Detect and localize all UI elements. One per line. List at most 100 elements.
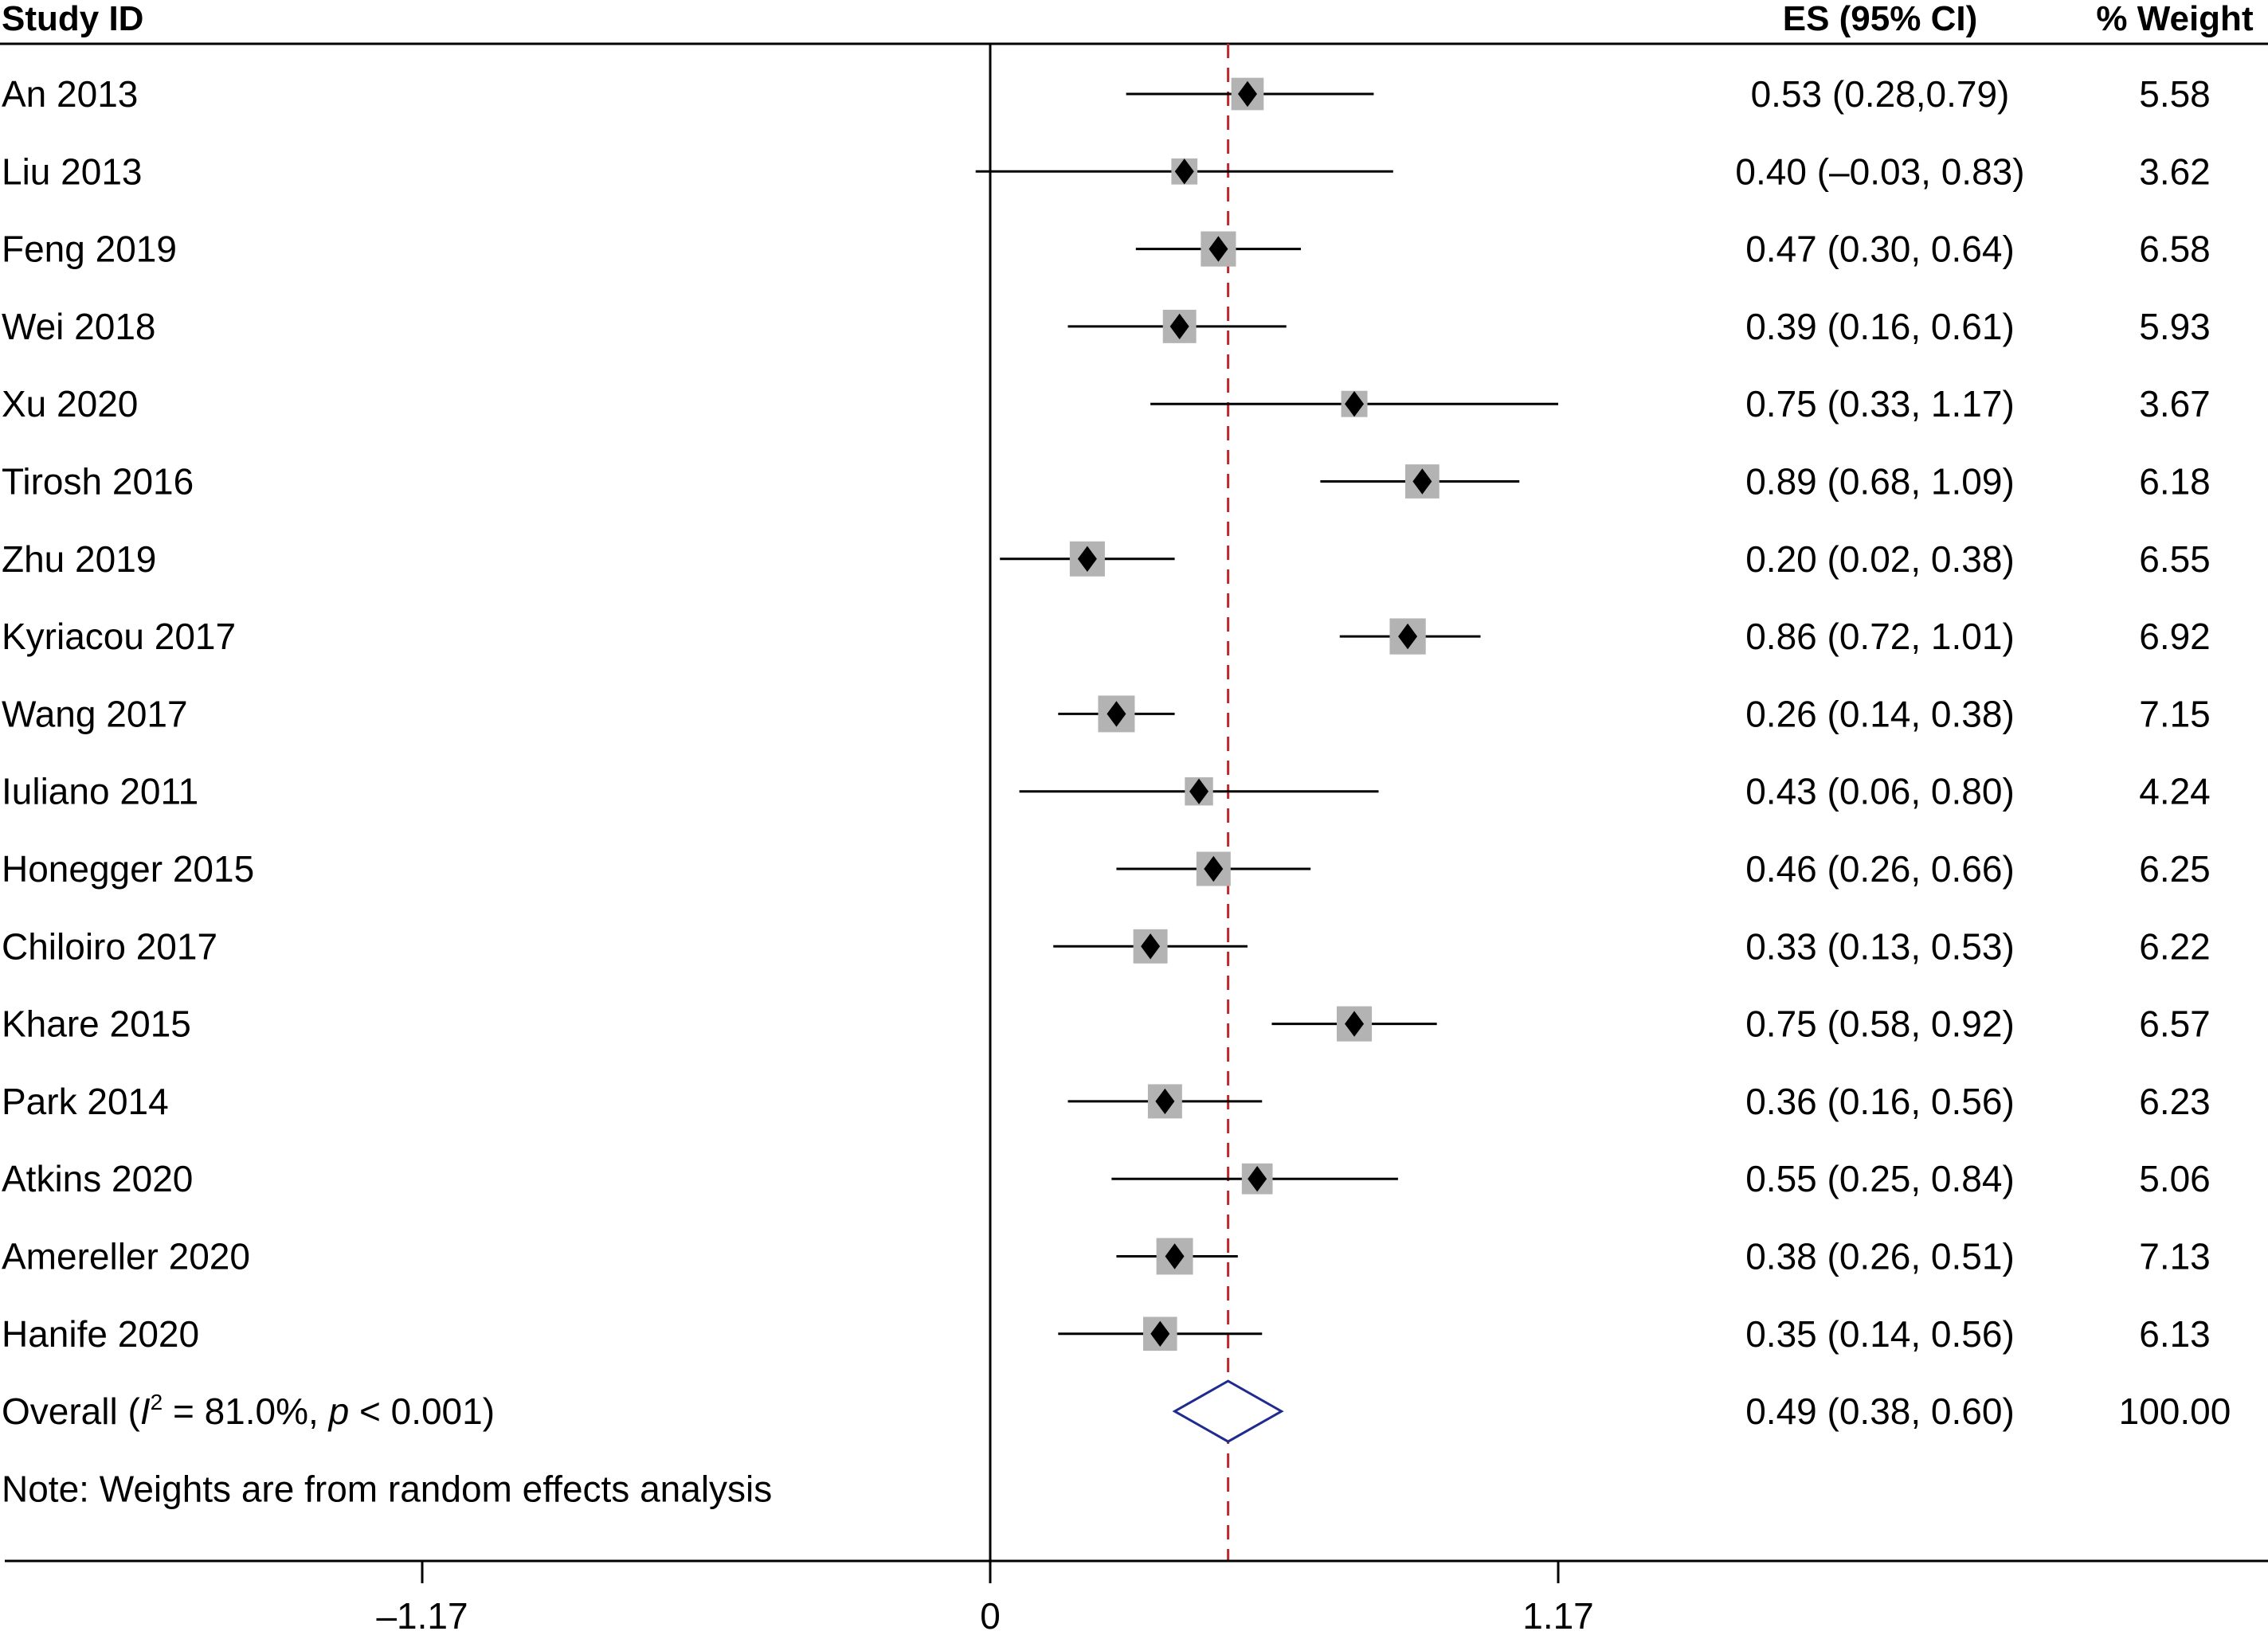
study-label: An 2013 bbox=[2, 73, 138, 115]
study-es-ci: 0.33 (0.13, 0.53) bbox=[1745, 925, 2015, 967]
study-es-ci: 0.46 (0.26, 0.66) bbox=[1745, 848, 2015, 890]
study-row bbox=[1339, 618, 1481, 655]
point-estimate bbox=[1237, 80, 1257, 108]
study-row bbox=[1116, 1238, 1238, 1275]
study-label: Atkins 2020 bbox=[2, 1158, 193, 1199]
study-weight: 7.15 bbox=[2139, 693, 2211, 734]
point-estimate bbox=[1398, 623, 1418, 650]
study-row bbox=[1135, 231, 1302, 267]
study-row bbox=[1053, 929, 1248, 964]
study-weight: 6.23 bbox=[2139, 1081, 2211, 1122]
point-estimate bbox=[1345, 1011, 1365, 1037]
study-weight: 6.57 bbox=[2139, 1003, 2211, 1045]
study-row bbox=[1271, 1006, 1437, 1042]
point-estimate bbox=[1189, 778, 1209, 804]
study-row bbox=[1116, 851, 1311, 886]
study-es-ci: 0.38 (0.26, 0.51) bbox=[1745, 1236, 2015, 1277]
point-estimate bbox=[1169, 313, 1189, 340]
study-row bbox=[1058, 695, 1175, 733]
study-label: Iuliano 2011 bbox=[2, 771, 198, 812]
study-label: Wei 2018 bbox=[2, 306, 156, 347]
study-es-ci: 0.55 (0.25, 0.84) bbox=[1745, 1158, 2015, 1199]
header-weight: % Weight bbox=[2096, 0, 2254, 38]
study-weight: 5.58 bbox=[2139, 73, 2211, 115]
study-label: Zhu 2019 bbox=[2, 538, 156, 580]
study-weight: 6.55 bbox=[2139, 538, 2211, 580]
study-es-ci: 0.20 (0.02, 0.38) bbox=[1745, 538, 2015, 580]
study-weight: 3.67 bbox=[2139, 383, 2211, 424]
study-row bbox=[1111, 1163, 1398, 1195]
study-es-ci: 0.26 (0.14, 0.38) bbox=[1745, 693, 2015, 734]
study-label: Kyriacou 2017 bbox=[2, 616, 236, 657]
study-label: Amereller 2020 bbox=[2, 1236, 250, 1277]
point-estimate bbox=[1248, 1166, 1267, 1192]
study-row bbox=[1067, 309, 1287, 343]
study-label: Khare 2015 bbox=[2, 1003, 191, 1045]
study-es-ci: 0.35 (0.14, 0.56) bbox=[1745, 1313, 2015, 1355]
study-row bbox=[1000, 541, 1175, 577]
point-estimate bbox=[1165, 1243, 1185, 1269]
point-estimate bbox=[1150, 1320, 1170, 1347]
study-weight: 6.58 bbox=[2139, 229, 2211, 270]
study-label: Park 2014 bbox=[2, 1081, 169, 1122]
point-estimate bbox=[1345, 391, 1365, 417]
study-weight: 6.25 bbox=[2139, 848, 2211, 890]
study-weight: 6.18 bbox=[2139, 461, 2211, 503]
x-tick-label: –1.17 bbox=[376, 1595, 468, 1637]
study-label: Wang 2017 bbox=[2, 693, 188, 734]
study-es-ci: 0.36 (0.16, 0.56) bbox=[1745, 1081, 2015, 1122]
study-row bbox=[975, 158, 1393, 185]
study-es-ci: 0.53 (0.28,0.79) bbox=[1751, 73, 2010, 115]
study-label: Hanife 2020 bbox=[2, 1313, 199, 1355]
overall-es-ci: 0.49 (0.38, 0.60) bbox=[1745, 1391, 2015, 1432]
study-weight: 6.22 bbox=[2139, 925, 2211, 967]
point-estimate bbox=[1208, 236, 1228, 262]
study-label: Feng 2019 bbox=[2, 229, 177, 270]
point-estimate bbox=[1204, 855, 1224, 882]
study-es-ci: 0.75 (0.58, 0.92) bbox=[1745, 1003, 2015, 1045]
study-es-ci: 0.75 (0.33, 1.17) bbox=[1745, 383, 2015, 424]
study-weight: 6.13 bbox=[2139, 1313, 2211, 1355]
header-es-ci: ES (95% CI) bbox=[1783, 0, 1978, 38]
weights-note: Note: Weights are from random effects an… bbox=[2, 1468, 772, 1509]
point-estimate bbox=[1107, 701, 1126, 727]
study-es-ci: 0.89 (0.68, 1.09) bbox=[1745, 461, 2015, 503]
overall-weight: 100.00 bbox=[2119, 1391, 2231, 1432]
study-row bbox=[1150, 390, 1558, 417]
x-tick-label: 1.17 bbox=[1522, 1595, 1594, 1637]
study-label: Chiloiro 2017 bbox=[2, 925, 217, 967]
study-es-ci: 0.40 (–0.03, 0.83) bbox=[1735, 151, 2024, 192]
study-es-ci: 0.39 (0.16, 0.61) bbox=[1745, 306, 2015, 347]
study-es-ci: 0.47 (0.30, 0.64) bbox=[1745, 229, 2015, 270]
study-es-ci: 0.43 (0.06, 0.80) bbox=[1745, 771, 2015, 812]
study-es-ci: 0.86 (0.72, 1.01) bbox=[1745, 616, 2015, 657]
study-label: Tirosh 2016 bbox=[2, 461, 194, 503]
overall-label: Overall (I2 = 81.0%, p < 0.001) bbox=[2, 1390, 495, 1432]
plot-frame bbox=[0, 42, 2268, 1583]
study-row bbox=[1067, 1084, 1263, 1119]
study-label: Honegger 2015 bbox=[2, 848, 254, 890]
header-study-id: Study ID bbox=[2, 0, 143, 38]
study-row bbox=[1126, 77, 1374, 111]
study-weight: 3.62 bbox=[2139, 151, 2211, 192]
plot-marks bbox=[975, 77, 1558, 1443]
point-estimate bbox=[1077, 546, 1097, 572]
study-row bbox=[1320, 464, 1520, 499]
study-row bbox=[1019, 776, 1379, 806]
study-label: Liu 2013 bbox=[2, 151, 143, 192]
point-estimate bbox=[1412, 468, 1432, 495]
point-estimate bbox=[1141, 933, 1161, 960]
study-weight: 6.92 bbox=[2139, 616, 2211, 657]
study-row bbox=[1058, 1316, 1263, 1351]
point-estimate bbox=[1155, 1088, 1175, 1115]
overall-diamond bbox=[1172, 1379, 1284, 1443]
x-tick-label: 0 bbox=[980, 1595, 1001, 1637]
study-weight: 5.06 bbox=[2139, 1158, 2211, 1199]
point-estimate bbox=[1174, 158, 1194, 185]
study-weight: 5.93 bbox=[2139, 306, 2211, 347]
study-weight: 7.13 bbox=[2139, 1236, 2211, 1277]
study-label: Xu 2020 bbox=[2, 383, 138, 424]
study-weight: 4.24 bbox=[2139, 771, 2211, 812]
